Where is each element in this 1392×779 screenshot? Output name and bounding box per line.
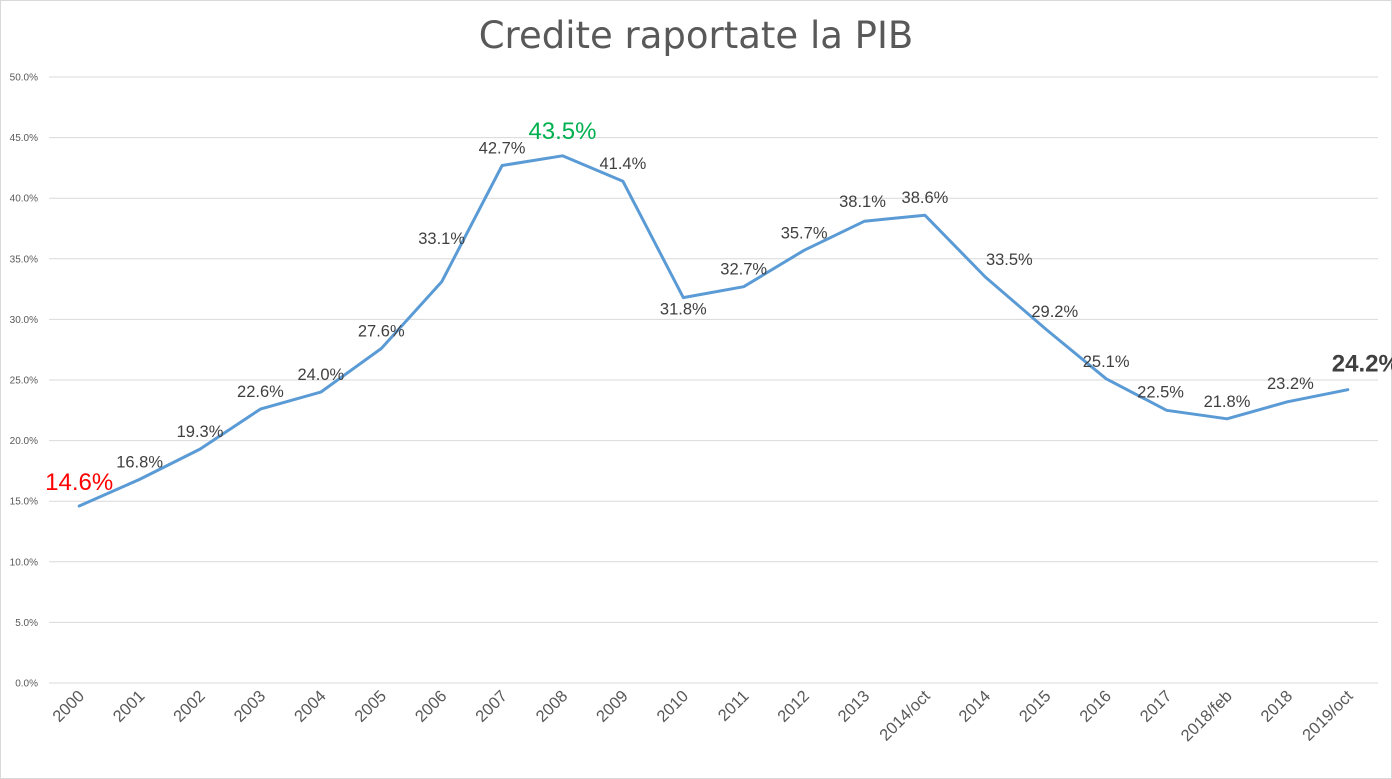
data-point xyxy=(1104,377,1108,381)
x-tick-label: 2005 xyxy=(351,687,390,726)
data-point xyxy=(440,280,444,284)
y-tick-label: 40.0% xyxy=(10,194,38,205)
y-tick-label: 5.0% xyxy=(15,618,38,629)
data-label: 31.8% xyxy=(660,301,707,319)
data-label: 24.2% xyxy=(1332,351,1392,378)
data-label: 16.8% xyxy=(116,453,163,471)
data-label: 19.3% xyxy=(177,423,224,441)
x-tick-label: 2012 xyxy=(774,687,813,726)
data-label: 14.6% xyxy=(45,469,113,496)
x-tick-label: 2004 xyxy=(291,687,330,726)
y-tick-label: 20.0% xyxy=(10,436,38,447)
data-point xyxy=(560,154,564,158)
data-point xyxy=(500,163,504,167)
data-point xyxy=(138,477,142,481)
series-line xyxy=(77,154,1350,508)
data-point xyxy=(319,390,323,394)
data-label: 27.6% xyxy=(358,322,405,340)
y-tick-label: 0.0% xyxy=(15,679,38,690)
x-tick-label: 2006 xyxy=(412,687,451,726)
y-tick-label: 30.0% xyxy=(10,315,38,326)
data-label: 25.1% xyxy=(1083,353,1130,371)
x-tick-label: 2002 xyxy=(170,687,209,726)
data-point xyxy=(1225,417,1229,421)
x-tick-label: 2007 xyxy=(472,687,511,726)
y-tick-label: 50.0% xyxy=(10,73,38,84)
data-point xyxy=(1044,327,1048,331)
data-point xyxy=(923,213,927,217)
data-point xyxy=(742,285,746,289)
x-tick-label: 2001 xyxy=(110,687,149,726)
data-point xyxy=(198,447,202,451)
data-label: 33.1% xyxy=(418,230,465,248)
y-tick-label: 45.0% xyxy=(10,133,38,144)
x-tick-label: 2000 xyxy=(49,687,88,726)
data-point xyxy=(863,219,867,223)
data-label: 29.2% xyxy=(1031,303,1078,321)
data-point xyxy=(77,504,81,508)
data-label: 22.6% xyxy=(237,383,284,401)
x-tick-label: 2018/feb xyxy=(1178,687,1236,745)
data-label: 24.0% xyxy=(297,366,344,384)
x-tick-label: 2017 xyxy=(1137,687,1176,726)
x-tick-label: 2014/oct xyxy=(876,687,934,745)
data-point xyxy=(681,296,685,300)
data-label: 38.6% xyxy=(902,189,949,207)
data-point xyxy=(1165,408,1169,412)
data-point xyxy=(621,179,625,183)
data-label: 43.5% xyxy=(528,118,596,145)
x-tick-label: 2003 xyxy=(231,687,270,726)
data-point xyxy=(379,346,383,350)
y-tick-label: 35.0% xyxy=(10,254,38,265)
y-tick-label: 10.0% xyxy=(10,557,38,568)
data-point xyxy=(1346,388,1350,392)
data-point xyxy=(258,407,262,411)
x-tick-label: 2014 xyxy=(955,687,994,726)
data-label: 32.7% xyxy=(720,261,767,279)
data-label: 41.4% xyxy=(599,155,646,173)
x-tick-label: 2018 xyxy=(1258,687,1297,726)
x-tick-label: 2013 xyxy=(835,687,874,726)
data-label: 42.7% xyxy=(479,139,526,157)
data-label: 38.1% xyxy=(839,193,886,211)
data-label: 21.8% xyxy=(1204,393,1251,411)
data-point xyxy=(1285,400,1289,404)
x-tick-label: 2010 xyxy=(653,687,692,726)
data-label: 35.7% xyxy=(781,224,828,242)
data-label: 23.2% xyxy=(1267,375,1314,393)
x-tick-label: 2008 xyxy=(533,687,572,726)
data-point xyxy=(802,248,806,252)
y-tick-label: 15.0% xyxy=(10,497,38,508)
x-tick-label: 2019/oct xyxy=(1299,687,1357,745)
x-tick-label: 2009 xyxy=(593,687,632,726)
x-tick-label: 2016 xyxy=(1076,687,1115,726)
x-tick-label: 2015 xyxy=(1016,687,1055,726)
x-tick-label: 2011 xyxy=(715,687,753,725)
y-tick-label: 25.0% xyxy=(10,376,38,387)
data-point xyxy=(983,275,987,279)
data-label: 33.5% xyxy=(986,251,1033,269)
data-label: 22.5% xyxy=(1137,383,1184,401)
chart-title: Credite raportate la PIB xyxy=(478,14,914,57)
